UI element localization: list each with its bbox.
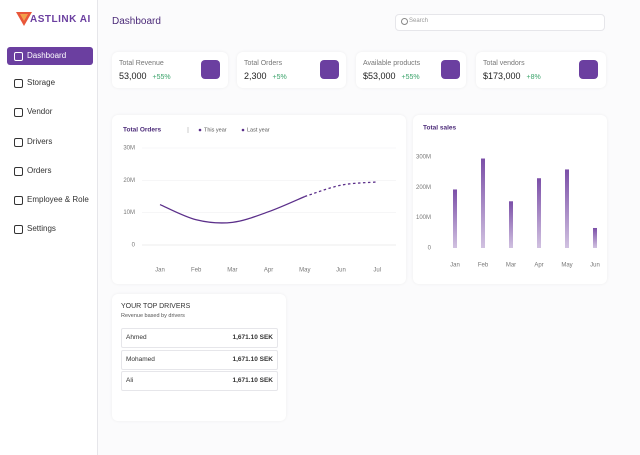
stat-icon — [579, 60, 598, 79]
brand: ASTLINK AI — [30, 14, 91, 25]
bar — [481, 158, 485, 248]
stat-change: +5% — [272, 74, 287, 81]
search-placeholder: Search — [409, 18, 429, 24]
x-tick-label: Mar — [227, 268, 237, 274]
stat-icon — [441, 60, 460, 79]
x-tick-label: Jun — [590, 263, 600, 269]
x-tick-label: Apr — [264, 268, 273, 274]
stat-icon — [201, 60, 220, 79]
driver-row: Ahmed 1,671.10 SEK — [121, 328, 278, 348]
sidebar: ASTLINK AI Dashboard Storage Vendor Driv… — [0, 0, 98, 455]
legend-label: Last year — [247, 127, 270, 133]
driver-name: Ali — [126, 377, 134, 384]
logo-icon — [16, 12, 32, 26]
x-tick-label: Jun — [336, 268, 346, 274]
search-icon — [401, 18, 408, 25]
driver-name: Ahmed — [126, 334, 147, 341]
x-tick-label: Feb — [478, 263, 489, 269]
nav-item[interactable]: Vendor — [7, 103, 93, 121]
y-tick-label: 30M — [123, 146, 135, 152]
nav-item[interactable]: Orders — [7, 162, 93, 180]
bar — [593, 227, 597, 248]
y-tick-label: 300M — [416, 155, 431, 161]
stat-number: $173,000 — [483, 71, 521, 81]
bar — [453, 189, 457, 248]
driver-name: Mohamed — [126, 356, 155, 363]
stat-value: 2,300 +5% — [244, 71, 287, 81]
stat-card: Total Revenue 53,000 +55% — [112, 52, 228, 88]
nav-label: Dashboard — [27, 51, 67, 60]
driver-revenue: 1,671.10 SEK — [232, 356, 273, 363]
nav-label: Employee & Role — [27, 195, 89, 204]
stat-change: +8% — [526, 74, 541, 81]
x-tick-label: May — [299, 268, 310, 274]
chart-card: Total Orders This year Last year 0 10M 20M 30M… — [112, 115, 406, 284]
nav-label: Settings — [27, 224, 56, 233]
nav-item[interactable]: Settings — [7, 220, 93, 238]
line-series — [159, 195, 306, 224]
stat-label: Total Orders — [244, 60, 283, 67]
nav-item[interactable]: Dashboard — [7, 47, 93, 65]
y-tick-label: 0 — [428, 246, 432, 252]
x-tick-label: Jul — [373, 268, 381, 274]
y-tick-label: 20M — [123, 178, 135, 184]
line-series — [304, 181, 378, 198]
x-tick-label: May — [561, 263, 572, 269]
stat-change: +55% — [401, 74, 420, 81]
y-tick-label: 200M — [416, 185, 431, 191]
stat-number: $53,000 — [363, 71, 396, 81]
bar — [537, 178, 541, 248]
nav-label: Vendor — [27, 107, 53, 116]
driver-row: Ali 1,671.10 SEK — [121, 371, 278, 391]
chart-title: Total Orders — [123, 127, 162, 134]
search-box[interactable]: Search — [395, 14, 605, 31]
stat-number: 2,300 — [244, 71, 267, 81]
stat-value: 53,000 +55% — [119, 71, 171, 81]
bar — [565, 169, 569, 248]
nav-item[interactable]: Drivers — [7, 133, 93, 151]
page-title: Dashboard — [112, 16, 161, 27]
stat-value: $173,000 +8% — [483, 71, 541, 81]
driver-revenue: 1,671.10 SEK — [232, 334, 273, 341]
nav-label: Storage — [27, 78, 56, 87]
stat-icon — [320, 60, 339, 79]
nav-label: Drivers — [27, 137, 53, 146]
line-chart: Total Orders This year Last year 0 10M 20M 30M… — [123, 127, 396, 274]
stat-card: Available products $53,000 +55% — [356, 52, 466, 88]
stat-label: Total vendors — [483, 60, 525, 67]
bar-chart: Total sales 0 100M 200M 300M Jan Feb Mar Apr May J… — [416, 125, 600, 269]
stat-value: $53,000 +55% — [363, 71, 420, 81]
y-tick-label: 100M — [416, 215, 431, 221]
y-tick-label: 0 — [132, 243, 136, 249]
x-tick-label: Mar — [506, 263, 516, 269]
stat-label: Total Revenue — [119, 60, 164, 67]
stat-change: +55% — [152, 74, 171, 81]
drivers-subtitle: Revenue based by drivers — [121, 313, 185, 319]
legend-label: This year — [204, 127, 227, 133]
x-tick-label: Jan — [155, 268, 165, 274]
driver-revenue: 1,671.10 SEK — [232, 377, 273, 384]
stat-number: 53,000 — [119, 71, 147, 81]
legend-dot — [198, 128, 202, 132]
stat-card: Total Orders 2,300 +5% — [237, 52, 346, 88]
nav-item[interactable]: Employee & Role — [7, 191, 93, 209]
driver-row: Mohamed 1,671.10 SEK — [121, 350, 278, 370]
nav-item[interactable]: Storage — [7, 74, 93, 92]
legend-dot — [241, 128, 245, 132]
drivers-card: YOUR TOP DRIVERS Revenue based by driver… — [112, 294, 286, 421]
nav-label: Orders — [27, 166, 52, 175]
x-tick-label: Feb — [191, 268, 202, 274]
x-tick-label: Apr — [534, 263, 543, 269]
y-tick-label: 10M — [123, 210, 135, 216]
stat-label: Available products — [363, 60, 421, 67]
chart-card: Total sales 0 100M 200M 300M Jan Feb Mar Apr May J… — [413, 115, 607, 284]
drivers-title: YOUR TOP DRIVERS — [121, 303, 191, 310]
chart-title: Total sales — [423, 125, 457, 132]
stat-card: Total vendors $173,000 +8% — [476, 52, 606, 88]
x-tick-label: Jan — [450, 263, 460, 269]
bar — [509, 201, 513, 248]
